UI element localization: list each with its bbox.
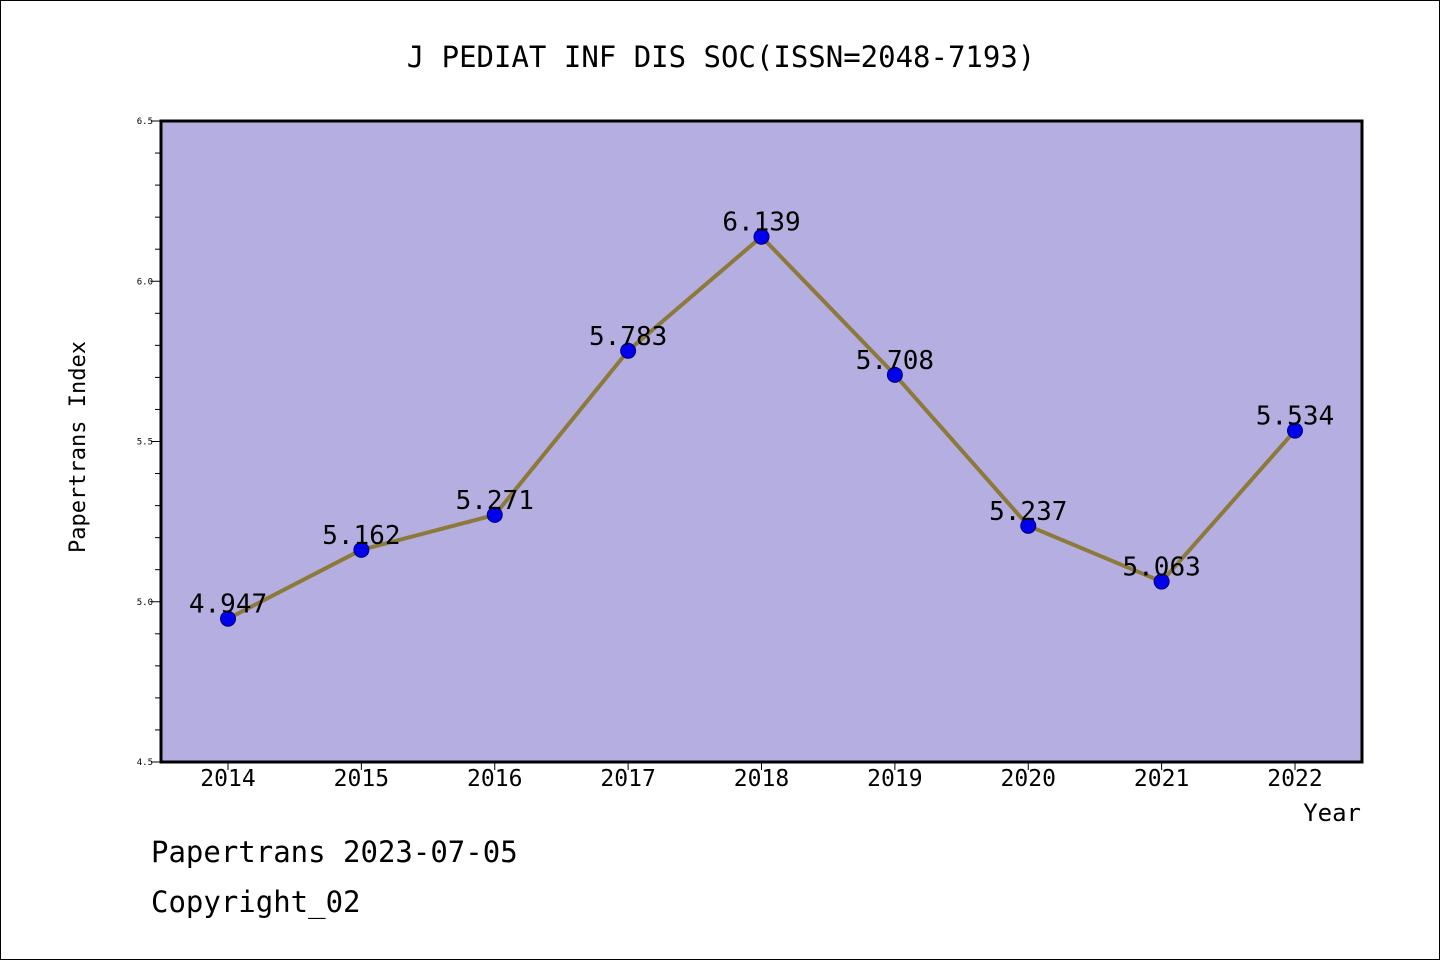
footer-date: Papertrans 2023-07-05 [151,835,518,869]
chart-title: J PEDIAT INF DIS SOC(ISSN=2048-7193) [407,40,1036,74]
y-tick-label: 6.0 [137,277,153,287]
data-point [220,610,236,627]
y-axis-label: Papertrans Index [66,341,91,553]
data-label: 6.139 [722,208,800,238]
x-tick-label: 2020 [1001,766,1056,792]
y-tick-label: 5.0 [137,598,153,608]
x-tick-label: 2017 [600,766,655,792]
x-tick-label: 2014 [200,766,255,792]
x-tick-label: 2022 [1267,766,1322,792]
data-label: 5.271 [456,486,534,516]
data-point [886,366,903,383]
data-point [620,342,637,359]
data-label: 5.534 [1256,402,1334,432]
data-point [1020,517,1037,534]
x-tick-label: 2015 [334,766,389,792]
data-point [753,228,770,245]
plot-background [161,121,1362,762]
x-tick-label: 2019 [867,766,922,792]
data-label: 5.162 [322,521,400,551]
data-label: 5.708 [856,346,934,376]
data-label: 5.237 [989,497,1067,527]
data-point [486,506,503,523]
plot-area: 4.5 5.0 5.5 6.0 6.5 2014 2015 2016 2017 2018 2019 2… [137,117,1364,792]
x-tick-label: 2016 [467,766,522,792]
x-tick-label: 2021 [1134,766,1189,792]
x-axis-label: Year [1303,799,1361,827]
footer-copyright: Copyright_02 [151,885,361,919]
data-label: 5.783 [589,322,667,352]
data-point [1287,422,1303,439]
plot-frame [159,119,1364,764]
y-tick-label: 5.5 [137,438,153,448]
y-tick-label: 6.5 [137,117,153,127]
data-label: 4.947 [189,590,267,620]
x-tick-label: 2018 [734,766,789,792]
data-point [1153,573,1170,590]
y-tick-label: 4.5 [137,758,153,768]
data-point [353,541,370,558]
data-label: 5.063 [1122,553,1200,583]
